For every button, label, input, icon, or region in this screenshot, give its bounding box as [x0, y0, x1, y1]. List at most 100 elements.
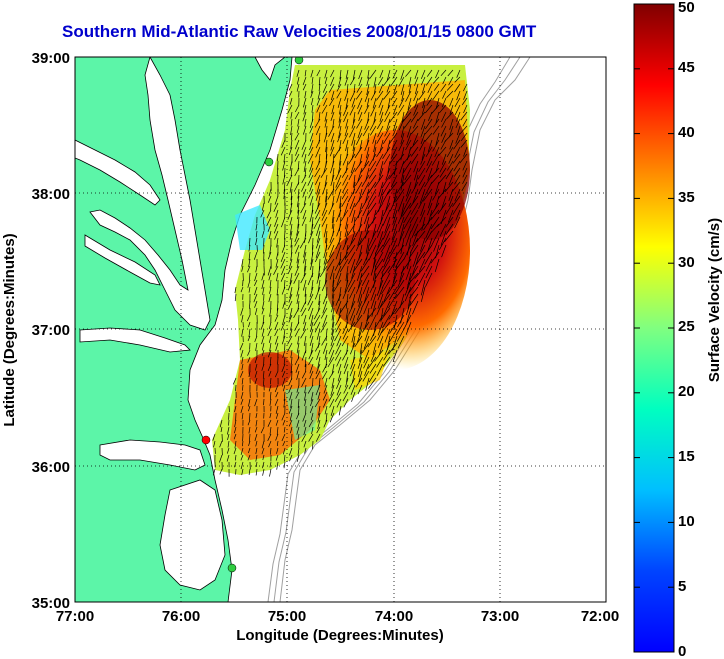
velocity-arrow: [241, 412, 244, 420]
velocity-arrow: [377, 335, 384, 348]
velocity-arrow: [310, 69, 314, 78]
velocity-arrow: [342, 132, 349, 145]
velocity-arrow: [369, 279, 377, 294]
velocity-arrow: [400, 174, 405, 191]
velocity-arrow: [310, 342, 314, 355]
velocity-arrow: [234, 398, 237, 404]
velocity-arrow: [314, 167, 321, 178]
velocity-arrow: [323, 244, 328, 259]
velocity-arrow: [353, 83, 356, 93]
velocity-arrow: [387, 160, 391, 174]
velocity-arrow: [357, 167, 363, 183]
velocity-arrow: [441, 132, 447, 143]
velocity-arrow: [308, 230, 314, 244]
velocity-arrow: [277, 153, 279, 162]
velocity-arrow: [374, 251, 384, 267]
velocity-arrow: [327, 188, 335, 200]
velocity-arrow: [445, 216, 454, 228]
velocity-arrow: [303, 335, 307, 347]
velocity-arrow: [321, 335, 328, 346]
velocity-arrow: [322, 293, 328, 305]
velocity-arrow: [288, 90, 293, 97]
velocity-arrow: [332, 118, 335, 129]
velocity-arrow: [294, 104, 300, 113]
velocity-arrow: [355, 279, 363, 294]
velocity-arrow: [432, 90, 440, 101]
velocity-arrow: [328, 83, 335, 93]
velocity-arrow: [263, 398, 265, 406]
velocity-arrow: [301, 349, 307, 361]
velocity-arrow: [416, 230, 426, 243]
velocity-arrow: [391, 146, 398, 159]
velocity-arrow: [316, 69, 321, 77]
velocity-arrow: [301, 216, 307, 227]
velocity-arrow: [227, 426, 230, 435]
velocity-arrow: [421, 104, 426, 115]
velocity-arrow: [365, 146, 370, 159]
velocity-arrow: [268, 321, 272, 330]
velocity-arrow: [316, 349, 321, 361]
velocity-arrow: [294, 328, 300, 337]
velocity-arrow: [385, 195, 391, 212]
velocity-arrow: [376, 279, 384, 297]
velocity-arrow: [336, 377, 342, 389]
velocity-arrow: [361, 195, 370, 210]
velocity-arrow: [318, 153, 321, 164]
velocity-arrow: [348, 167, 356, 181]
velocity-arrow: [261, 328, 265, 337]
colorbar-tick-label: 35: [678, 189, 695, 206]
velocity-arrow: [267, 363, 272, 372]
rappahannock-river: [84, 234, 161, 286]
velocity-arrow: [421, 146, 426, 160]
velocity-arrow: [281, 335, 286, 345]
velocity-arrow: [362, 279, 370, 295]
velocity-arrow: [326, 258, 335, 271]
velocity-arrow: [302, 111, 307, 122]
velocity-arrow: [261, 272, 265, 281]
velocity-arrow: [336, 223, 342, 237]
velocity-arrow: [323, 132, 328, 143]
velocity-arrow: [308, 307, 314, 320]
y-tick-label: 35:00: [32, 595, 70, 612]
velocity-arrow: [454, 188, 461, 202]
velocity-arrow: [367, 195, 377, 210]
velocity-arrow: [255, 447, 258, 454]
velocity-arrow: [301, 433, 307, 442]
velocity-arrow: [342, 153, 349, 166]
velocity-arrow: [454, 167, 461, 177]
velocity-arrow: [287, 174, 293, 185]
velocity-arrow: [329, 265, 335, 280]
velocity-arrow: [335, 293, 342, 306]
velocity-arrow: [309, 398, 314, 407]
velocity-arrow: [406, 125, 412, 138]
velocity-arrow: [377, 321, 384, 336]
velocity-arrow: [350, 160, 356, 174]
velocity-arrow: [427, 90, 433, 101]
velocity-arrow: [274, 216, 279, 227]
velocity-arrow: [366, 97, 370, 108]
velocity-arrow: [314, 342, 321, 352]
velocity-arrow: [440, 69, 447, 77]
velocity-arrow: [410, 146, 419, 157]
velocity-arrow: [440, 139, 447, 150]
hf-radar-station: [294, 57, 304, 65]
velocity-arrow: [368, 181, 377, 194]
velocity-arrow: [322, 342, 328, 354]
velocity-arrow: [267, 251, 272, 260]
velocity-arrow: [344, 90, 349, 101]
velocity-arrow: [324, 69, 328, 79]
velocity-arrow: [358, 370, 363, 383]
velocity-arrow: [314, 202, 321, 214]
velocity-arrow: [372, 223, 377, 239]
velocity-arrow: [309, 160, 314, 172]
velocity-arrow: [456, 125, 461, 136]
velocity-arrow: [248, 321, 251, 328]
velocity-arrow: [324, 349, 328, 360]
velocity-arrow: [425, 272, 433, 288]
velocity-arrow: [342, 174, 349, 186]
velocity-arrow: [361, 342, 370, 353]
velocity-arrow: [440, 125, 447, 137]
velocity-arrow: [417, 111, 426, 122]
velocity-arrow: [294, 237, 300, 247]
velocity-arrow: [339, 104, 342, 115]
